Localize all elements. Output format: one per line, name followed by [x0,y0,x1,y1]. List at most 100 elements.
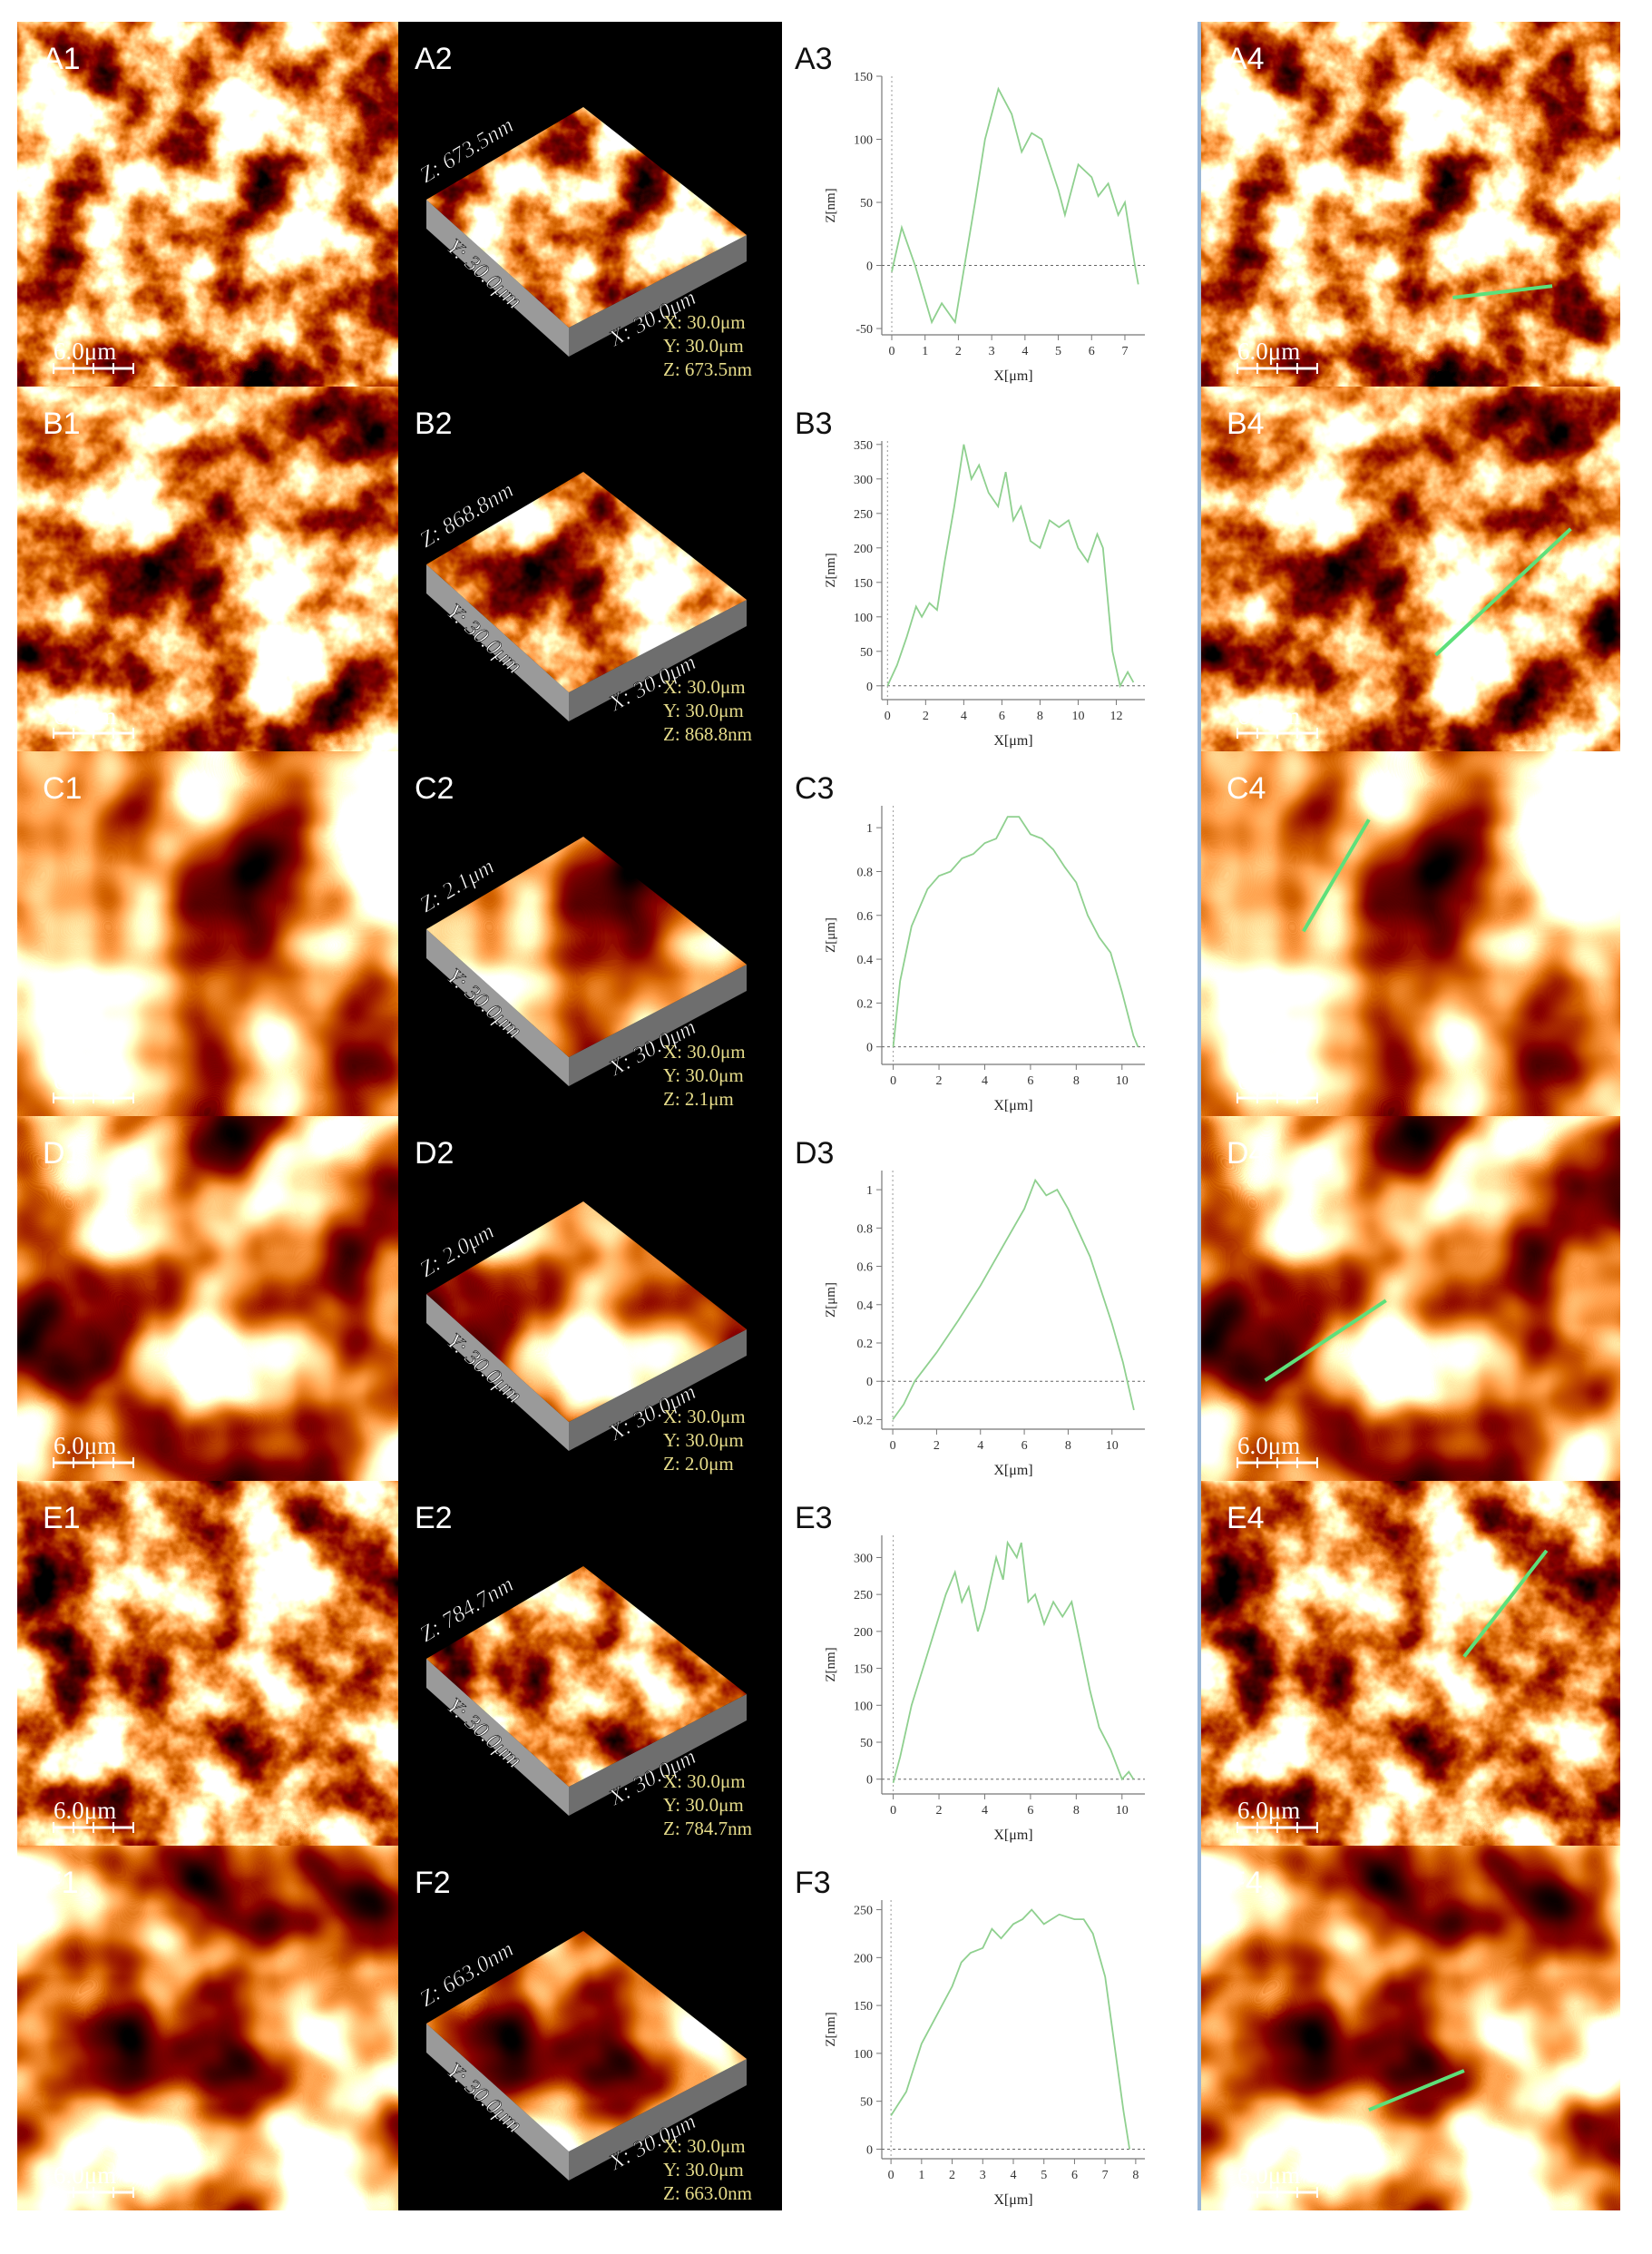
profile-path-marker [1302,818,1371,933]
panel-label: E1 [43,1501,81,1535]
profile-chart: E3 0 50 100 150 200 250 300 0 2 4 6 8 10 X[μm] Z[nm] [795,1501,1145,1843]
side-face [569,1694,747,1816]
y-tick-label: 0 [866,1042,873,1055]
x-tick-label: 4 [982,1074,988,1088]
scale-bar-label: 6.0μm [54,338,116,365]
profile-chart: D3-0.200.20.40.60.810 2 4 6 8 10X[μm]Z[μm] [795,1136,1145,1478]
texture [17,1481,398,1846]
readout: Y: 30.0μm [663,1794,744,1816]
x-tick-label: 7 [1121,345,1128,358]
profile-line [892,816,1139,1048]
x-tick-label: 10 [1071,710,1084,723]
y-tick-label: 0.2 [857,1338,874,1351]
profile-line [886,444,1135,689]
x-tick-label: 7 [1102,2169,1109,2182]
panel-label: A4 [1227,42,1265,76]
y-tick-label: 300 [854,474,873,487]
afm-image: E4 6.0μm [1201,1481,1620,1846]
x-axis-title: X[μm] [993,1828,1032,1843]
x-tick-label: 8 [1065,1439,1071,1453]
scale-bar-label: 6.0μm [1237,702,1300,730]
side-face [426,200,569,357]
y-tick-label: 150 [854,577,873,591]
panel-label: C2 [415,771,454,806]
profile-path-marker [1434,527,1572,657]
y-tick-label: 0 [866,1774,873,1788]
y-tick-label: 50 [860,1737,873,1750]
x-tick-label: 0 [890,1804,896,1818]
x-tick-label: 2 [936,1074,943,1088]
x-tick-label: 8 [1073,1804,1080,1818]
afm-image: F1 6.0μm [17,1846,398,2210]
scale-bar-label: 6.0μm [1237,2161,1300,2189]
readout: Z: 2.1μm [663,1088,734,1110]
y-tick-label: -50 [855,323,873,337]
x-axis-title: X[μm] [993,2192,1032,2208]
scale-bar-label: 6.0μm [1237,1432,1300,1459]
y-tick-label: 250 [854,1589,873,1602]
readout: Y: 30.0μm [663,700,744,721]
x-tick-label: 0 [890,1439,896,1453]
scale-bar-label: 6.0μm [54,702,116,730]
afm-image: A4 6.0μm [1201,22,1620,387]
y-axis-title: Z[nm] [824,2012,838,2046]
y-tick-label: 1 [866,1184,873,1198]
x-tick-label: 1 [918,2169,924,2182]
readout: X: 30.0μm [663,2135,746,2157]
texture [17,1846,398,2210]
readout: X: 30.0μm [663,311,746,333]
y-tick-label: 150 [854,1663,873,1677]
x-tick-label: 0 [885,710,891,723]
panel-label: A2 [415,42,453,76]
x-tick-label: 0 [889,345,895,358]
profile-chart: F3 0 50 100 150 200 250 0 1 2 3 4 5 6 7 8 X[μm] Z[nm] [795,1866,1145,2208]
y-axis-title: Z[μm] [824,917,838,953]
panel-label: D3 [795,1136,834,1171]
afm-image: B1 6.0μm [17,387,398,751]
afm-image: B4 6.0μm [1201,387,1620,751]
x-tick-label: 10 [1116,1074,1129,1088]
scale-bar-label: 6.0μm [1237,338,1300,365]
readout: Y: 30.0μm [663,2159,744,2180]
y-axis-title: Z[μm] [824,1282,838,1318]
side-face [569,1329,747,1451]
readout: Y: 30.0μm [663,1429,744,1451]
y-axis-title: Z[nm] [824,1647,838,1681]
side-face [426,2024,569,2180]
x-tick-label: 6 [1089,345,1095,358]
y-axis-title: Z[nm] [824,553,838,587]
readout: X: 30.0μm [663,1770,746,1792]
y-tick-label: 50 [860,2096,873,2110]
profile-line [890,1908,1130,2150]
panel-label: A3 [795,42,833,76]
panel-label: B4 [1227,407,1265,441]
x-tick-label: 6 [1027,1804,1033,1818]
readout: Z: 868.8nm [663,723,752,745]
texture [17,751,398,1116]
y-tick-label: 0.6 [857,910,874,924]
profile-line [892,1540,1135,1784]
texture [1201,1481,1620,1846]
side-face [569,2059,747,2180]
x-tick-label: 8 [1132,2169,1139,2182]
afm-image: F4 6.0μm [1201,1846,1620,2210]
y-tick-label: 50 [860,646,873,660]
x-tick-label: 8 [1037,710,1043,723]
profile-path-marker [1368,2069,1465,2112]
x-tick-label: 4 [1011,2169,1017,2182]
readout: Z: 2.0μm [663,1453,734,1475]
y-tick-label: 250 [854,508,873,522]
panel-label: C1 [43,771,82,806]
x-tick-label: 6 [1027,1074,1033,1088]
panel-label: D1 [43,1136,82,1171]
scale-bar-label: 6.0μm [1237,1067,1300,1094]
y-tick-label: 0 [866,1376,873,1389]
y-tick-label: 100 [854,134,873,148]
panel-label: B3 [795,407,833,441]
side-face [426,564,569,721]
